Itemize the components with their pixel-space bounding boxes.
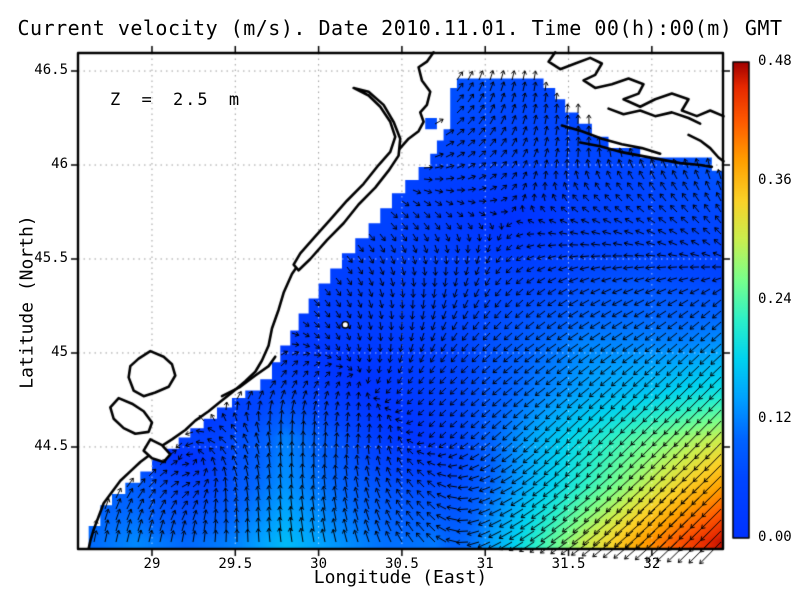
x-tick-label: 29.5 xyxy=(218,556,253,572)
colorbar-tick-label: 0.00 xyxy=(758,529,792,545)
x-tick-label: 29 xyxy=(143,556,161,572)
chart-title: Current velocity (m/s). Date 2010.11.01.… xyxy=(17,16,783,40)
y-tick-label: 45 xyxy=(51,343,68,360)
y-tick-label: 46 xyxy=(51,156,68,173)
y-axis-title: Latitude (North) xyxy=(16,215,38,389)
colorbar-tick-label: 0.24 xyxy=(758,291,792,307)
depth-annotation: Z = 2.5 m xyxy=(110,90,242,110)
x-tick-label: 31 xyxy=(476,556,494,572)
colorbar-tick-label: 0.12 xyxy=(758,410,792,426)
y-tick-label: 46.5 xyxy=(34,62,68,79)
y-tick-label: 44.5 xyxy=(34,437,68,454)
colorbar-tick-label: 0.36 xyxy=(758,172,792,188)
x-axis-title: Longitude (East) xyxy=(313,567,488,588)
x-tick-label: 30.5 xyxy=(385,556,419,572)
x-tick-label: 31.5 xyxy=(551,556,586,572)
colorbar-tick-label: 0.48 xyxy=(758,53,792,69)
x-tick-label: 30 xyxy=(310,556,328,572)
y-tick-label: 45.5 xyxy=(34,249,68,266)
x-tick-label: 32 xyxy=(643,556,661,572)
